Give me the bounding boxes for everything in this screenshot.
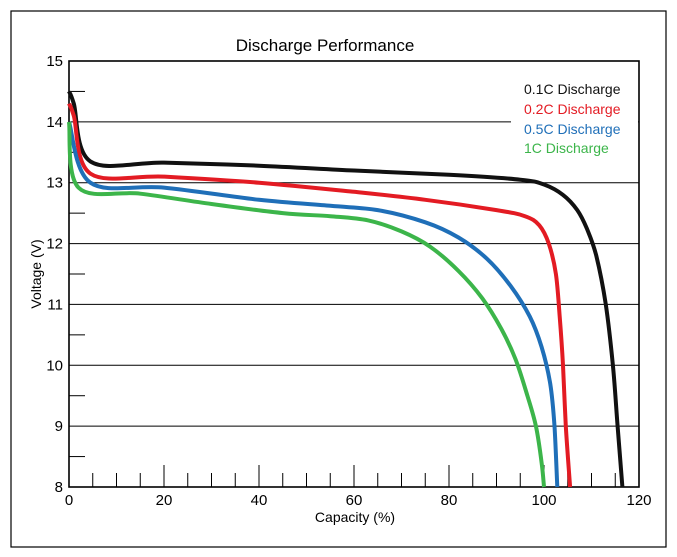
y-tick-label: 8 <box>55 479 63 496</box>
x-tick-label: 20 <box>156 492 173 509</box>
x-tick-label: 80 <box>441 492 458 509</box>
axis-ticks: 8 9 10 11 12 13 14 15 0 20 40 60 80 100 120 <box>46 53 651 509</box>
chart-title: Discharge Performance <box>236 36 415 55</box>
legend: 0.1C Discharge 0.2C Discharge 0.5C Disch… <box>511 74 638 161</box>
x-tick-label: 100 <box>531 492 556 509</box>
series-lines <box>67 90 625 488</box>
y-tick-label: 15 <box>46 53 63 70</box>
series-line-3 <box>67 121 546 488</box>
x-tick-label: 0 <box>65 492 73 509</box>
y-axis-label: Voltage (V) <box>28 239 44 308</box>
series-line-0 <box>67 90 625 488</box>
series-line-2 <box>67 121 560 488</box>
y-tick-label: 13 <box>46 175 63 192</box>
legend-item-0p2c: 0.2C Discharge <box>524 101 621 117</box>
x-tick-label: 40 <box>251 492 268 509</box>
y-tick-label: 14 <box>46 114 63 131</box>
legend-item-1c: 1C Discharge <box>524 140 609 156</box>
legend-item-0p5c: 0.5C Discharge <box>524 121 621 137</box>
y-tick-label: 9 <box>55 418 63 435</box>
x-tick-label: 60 <box>346 492 363 509</box>
x-axis-label: Capacity (%) <box>315 509 395 525</box>
y-tick-label: 10 <box>46 357 63 374</box>
x-tick-label: 120 <box>626 492 651 509</box>
legend-item-0p1c: 0.1C Discharge <box>524 81 621 97</box>
series-line-1 <box>67 102 573 488</box>
y-tick-label: 11 <box>47 296 63 313</box>
legend-box <box>511 74 638 161</box>
y-tick-label: 12 <box>46 236 63 253</box>
